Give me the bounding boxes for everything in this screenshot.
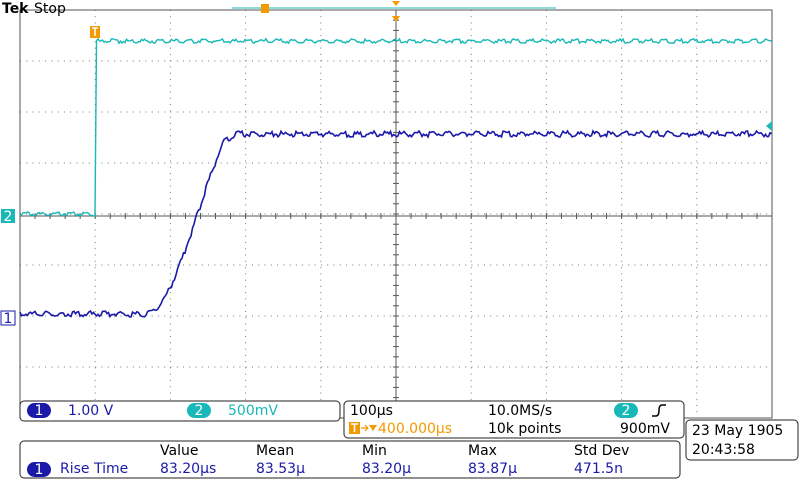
measurement-value: 83.20µ (362, 461, 411, 477)
acquisition-status: Stop (34, 1, 66, 17)
record-trigger-icon (261, 4, 269, 13)
brand: Tek (2, 1, 29, 17)
channel-1-badge (27, 403, 51, 418)
measurement-column-header: Std Dev (574, 443, 629, 459)
trigger-t-glyph (92, 27, 98, 36)
measurement-name: Rise Time (60, 461, 128, 477)
channel-2-badge-label: 2 (195, 403, 204, 419)
measurement-column-header: Mean (256, 443, 294, 459)
trigger-position-marker (392, 1, 400, 6)
trigger-level: 900mV (620, 421, 670, 437)
channel-2-badge (187, 403, 211, 418)
channel-2-marker (1, 209, 15, 223)
channel-2-scale: 500mV (228, 403, 278, 419)
timebase-scale: 100µs (350, 403, 393, 419)
channel-1-trace (19, 129, 772, 319)
channel-1-badge-label: 1 (35, 403, 44, 419)
trigger-pos-arrow (361, 424, 369, 432)
trigger-position: 400.000µs (378, 421, 452, 437)
trigger-source: 2 (622, 403, 631, 419)
channel-1-marker (0, 310, 16, 326)
trigger-pos-down-icon (369, 425, 377, 431)
measurement-value: 83.53µ (256, 461, 305, 477)
measurement-column-header: Max (468, 443, 497, 459)
record-length: 10k points (488, 421, 561, 437)
trigger-source-badge (614, 403, 638, 418)
channel-1-marker-label: 1 (4, 311, 13, 327)
measurement-table: Value Mean Min Max Std Dev 1 Rise Time 83.20µs 8… (27, 443, 629, 478)
graticule (19, 9, 773, 419)
time: 20:43:58 (692, 442, 755, 458)
measurement-channel: 1 (35, 462, 44, 478)
sample-rate: 10.0MS/s (488, 403, 552, 419)
datetime-panel (685, 419, 799, 461)
measurement-value: 83.87µ (468, 461, 517, 477)
measurement-column-header: Min (362, 443, 387, 459)
measurement-panel (19, 440, 681, 479)
date: 23 May 1905 (692, 423, 783, 439)
channel-panel (19, 400, 341, 422)
trigger-slope-icon (652, 404, 666, 417)
channel-2-trace (19, 37, 772, 217)
measurement-channel-badge (27, 462, 51, 477)
center-trigger-marker (392, 16, 400, 22)
measurement-value: 83.20µs (160, 461, 216, 477)
channel-1-scale: 1.00 V (68, 403, 114, 419)
trigger-level-marker (766, 121, 772, 131)
measurement-value: 471.5n (574, 461, 623, 477)
timebase-panel (343, 400, 685, 439)
channel-2-marker-label: 2 (4, 209, 13, 225)
measurement-column-header: Value (160, 443, 198, 459)
trigger-pos-glyph (351, 423, 358, 432)
